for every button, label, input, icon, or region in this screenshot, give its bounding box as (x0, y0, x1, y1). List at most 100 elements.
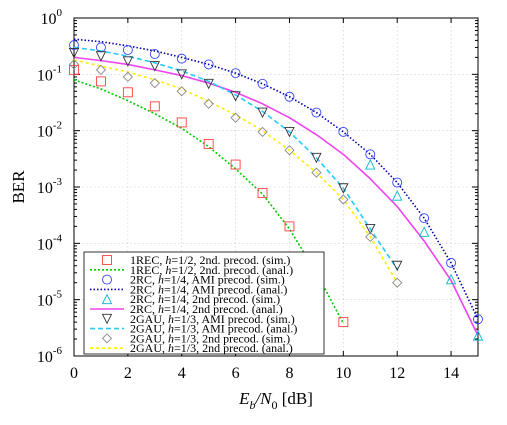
data-point-diamond (68, 59, 80, 70)
data-point-circle (122, 45, 133, 55)
data-point-square (284, 221, 295, 232)
y-tick-label: 10-4 (37, 232, 63, 253)
data-point-circle (257, 78, 268, 89)
series-line (74, 56, 478, 336)
series-line-7 (74, 46, 398, 270)
legend-marker (102, 274, 112, 285)
data-point-circle (473, 314, 483, 325)
data-point-triangle-down (311, 152, 322, 164)
data-point-diamond (122, 71, 134, 83)
y-tick-label: 100 (41, 7, 63, 28)
x-axis: 0 2 4 6 8 10 12 14 (70, 18, 459, 382)
data-point-triangle-up (365, 159, 376, 170)
series-line (74, 46, 398, 270)
x-tick-label: 14 (443, 365, 459, 382)
legend-entry: 2GAU, h=1/3, 2nd precod. (sim.) (130, 331, 290, 345)
data-point-diamond (392, 277, 403, 288)
data-point-triangle-up (391, 190, 403, 201)
legend-entry: 1REC, h=1/2, 2nd. precod. (anal.) (130, 263, 293, 277)
data-point-triangle-down (284, 126, 295, 138)
data-point-square (338, 317, 349, 328)
x-tick-label: 2 (124, 365, 132, 382)
legend-entry: 2RC, h=1/4, AMI precod. (anal.) (130, 282, 287, 296)
data-point-triangle-down (365, 224, 376, 235)
data-point-diamond (338, 194, 349, 205)
data-point-diamond (203, 98, 214, 109)
data-point-circle (149, 49, 160, 59)
series-markers-8 (68, 59, 403, 288)
legend-marker (102, 255, 112, 265)
data-point-square (95, 76, 106, 87)
legend-entry: 2RC, h=1/4, 2nd precod. (anal.) (130, 302, 283, 316)
data-point-square (257, 188, 268, 199)
data-point-circle (392, 177, 403, 188)
data-point-triangle-up (418, 226, 430, 237)
x-axis-title: Eb/N0 [dB] (238, 389, 313, 412)
legend-marker (101, 293, 113, 305)
data-point-triangle-up (445, 273, 457, 285)
legend-entry: 2RC, h=1/4, 2nd precod. (sim.) (130, 292, 280, 306)
data-point-circle (284, 91, 295, 102)
legend-entry: 2GAU, h=1/3, 2nd precod. (anal.) (130, 341, 293, 355)
series-markers-4 (365, 159, 484, 341)
data-point-diamond (311, 167, 322, 178)
x-tick-label: 6 (232, 365, 240, 382)
x-tick-label: 4 (178, 365, 186, 382)
y-tick-label: 10-1 (37, 63, 62, 84)
data-point-square (203, 139, 214, 149)
data-point-circle (338, 126, 349, 137)
data-point-circle (365, 149, 376, 160)
legend-marker (101, 333, 113, 344)
data-point-triangle-down (176, 69, 187, 80)
data-point-square (69, 64, 79, 75)
data-point-diamond (365, 231, 376, 243)
data-point-triangle-down (391, 260, 403, 272)
data-point-triangle-down (149, 61, 161, 72)
data-point-circle (446, 257, 457, 268)
data-point-diamond (284, 145, 295, 156)
legend-marker (101, 313, 113, 325)
x-tick-label: 12 (389, 365, 405, 382)
data-point-diamond (176, 86, 187, 97)
y-axis: 100 10-1 10-2 10-3 10-4 10-5 10-6 (37, 7, 478, 366)
data-point-circle (419, 213, 430, 224)
y-tick-label: 10-6 (37, 345, 63, 366)
legend-entry: 2GAU, h=1/3, AMI precod. (sim.) (130, 312, 295, 326)
data-point-circle (311, 107, 322, 118)
data-point-square (122, 87, 133, 98)
data-point-triangle-down (257, 107, 268, 119)
legend-entry: 1REC, h=1/2, 2nd. precod. (sim.) (130, 253, 290, 267)
data-point-circle (176, 53, 187, 64)
data-point-diamond (257, 126, 268, 138)
legend: 1REC, h=1/2, 2nd. precod. (sim.)1REC, h=… (83, 251, 325, 355)
data-point-square (149, 101, 160, 112)
data-point-diamond (230, 112, 241, 123)
data-point-triangle-up (472, 330, 484, 341)
data-point-triangle-down (230, 91, 241, 102)
data-point-diamond (149, 77, 160, 89)
data-point-diamond (95, 64, 107, 76)
series-line-5 (74, 56, 478, 336)
data-point-triangle-down (122, 56, 134, 67)
series-line-1 (74, 79, 345, 324)
legend-entry: 2RC, h=1/4, AMI precod. (sim.) (130, 273, 285, 287)
data-point-circle (203, 59, 214, 70)
series-line-3 (74, 38, 478, 320)
x-tick-label: 10 (335, 365, 351, 382)
y-tick-label: 10-2 (37, 120, 62, 141)
y-axis-title: BER (9, 170, 28, 204)
data-point-circle (230, 68, 241, 79)
data-point-triangle-down (338, 183, 349, 194)
series-line (74, 38, 478, 320)
data-point-triangle-down (68, 47, 80, 59)
data-point-triangle-down (203, 78, 214, 90)
y-tick-label: 10-5 (37, 289, 63, 310)
x-tick-label: 8 (285, 365, 293, 382)
series-line (74, 79, 345, 324)
series-markers-6 (68, 47, 403, 272)
data-point-circle (69, 40, 79, 51)
data-point-square (230, 159, 241, 170)
legend-entry: 2GAU, h=1/3, AMI precod. (anal.) (130, 322, 297, 336)
